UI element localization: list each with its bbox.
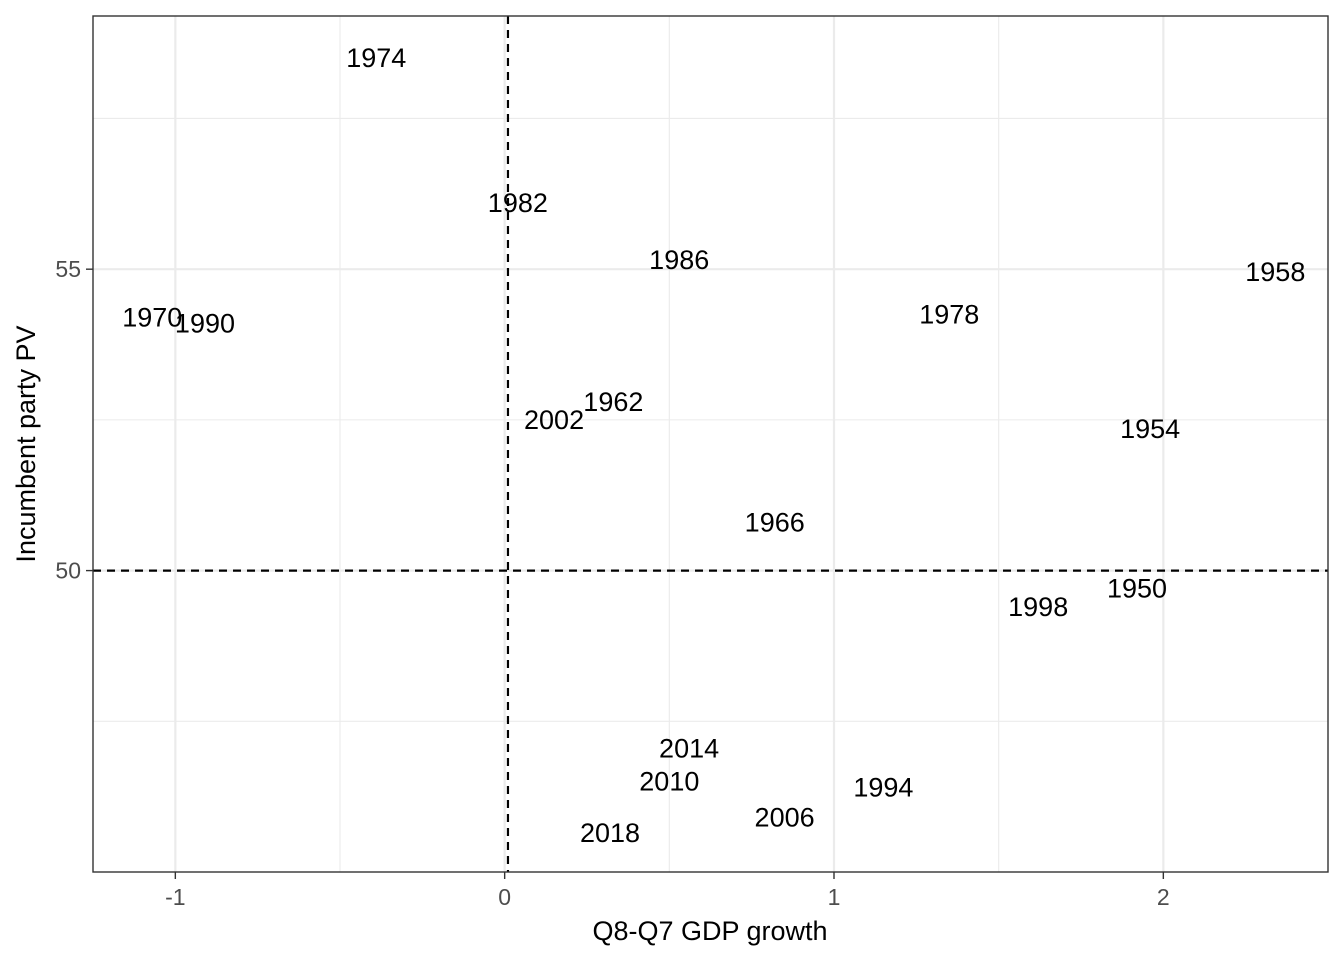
y-axis: 50 55 <box>55 256 93 584</box>
x-axis: -1 0 1 2 <box>165 872 1170 910</box>
point-label: 2014 <box>659 733 719 763</box>
x-axis-title: Q8-Q7 GDP growth <box>592 916 827 946</box>
point-label: 2006 <box>755 803 815 833</box>
x-tick-label: 1 <box>828 884 841 910</box>
point-label: 1978 <box>919 299 979 329</box>
point-label: 1966 <box>745 507 805 537</box>
plot-panel <box>93 16 1328 872</box>
point-label: 1950 <box>1107 574 1167 604</box>
point-label: 1998 <box>1008 592 1068 622</box>
x-tick-label: 2 <box>1157 884 1170 910</box>
y-tick-label: 50 <box>55 558 81 584</box>
x-tick-label: -1 <box>165 884 185 910</box>
x-tick-label: 0 <box>498 884 511 910</box>
minor-gridlines <box>93 16 1328 872</box>
y-axis-title: Incumbent party PV <box>11 325 41 562</box>
point-label: 1970 <box>122 302 182 332</box>
point-label: 2018 <box>580 818 640 848</box>
point-label: 1990 <box>175 308 235 338</box>
point-label: 2002 <box>524 405 584 435</box>
point-label: 1954 <box>1120 414 1180 444</box>
reference-lines <box>93 16 1328 872</box>
point-label: 1982 <box>488 188 548 218</box>
point-label: 1962 <box>583 387 643 417</box>
point-label: 1994 <box>853 773 913 803</box>
y-tick-label: 55 <box>55 256 81 282</box>
point-label: 1986 <box>649 245 709 275</box>
point-label: 1958 <box>1245 257 1305 287</box>
point-label: 2010 <box>639 767 699 797</box>
plot-border <box>92 15 1329 873</box>
point-label: 1974 <box>346 43 406 73</box>
